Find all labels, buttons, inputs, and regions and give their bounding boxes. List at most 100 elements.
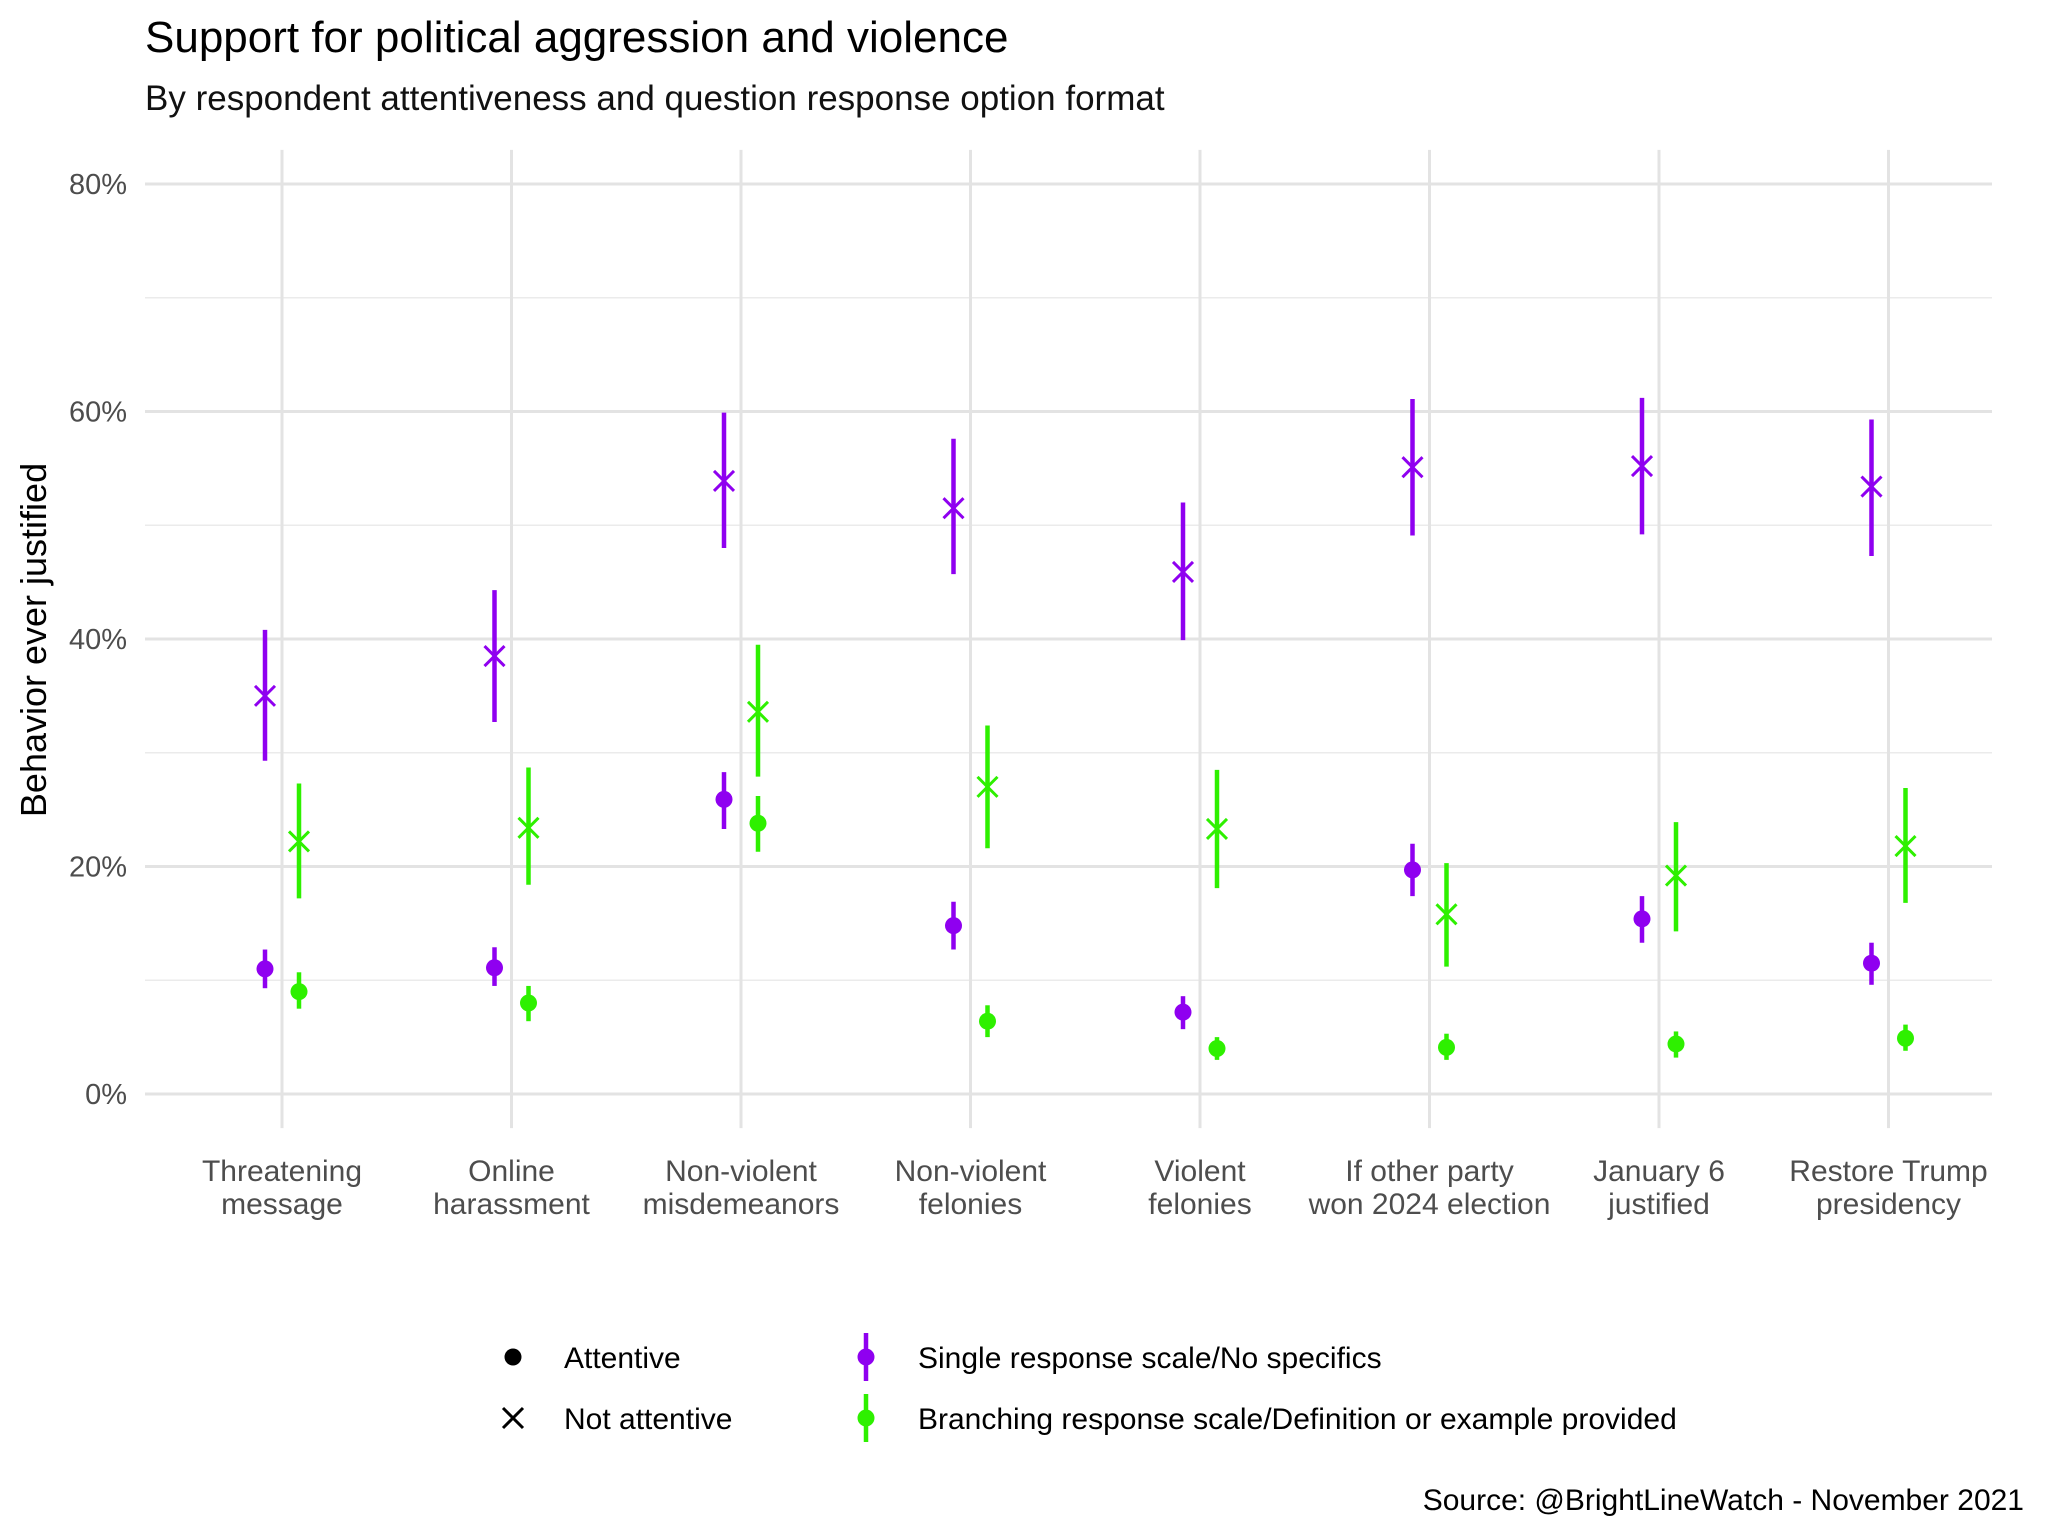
point-not-attentive: [1171, 560, 1195, 583]
data-point-group: [1205, 769, 1229, 889]
data-point-group: [1208, 1037, 1226, 1060]
point-attentive: [1438, 1038, 1455, 1056]
legend-key-attentive: [504, 1348, 522, 1366]
point-attentive: [1667, 1035, 1685, 1053]
x-tick-label: Non-violent: [665, 1155, 817, 1188]
data-point-group: [517, 767, 540, 885]
legend-label: Branching response scale/Definition or e…: [918, 1403, 1677, 1436]
point-attentive: [979, 1012, 996, 1030]
data-point-group: [253, 629, 277, 761]
data-point-group: [287, 783, 311, 899]
point-not-attentive: [1630, 455, 1654, 478]
x-tick-label: felonies: [919, 1188, 1022, 1221]
data-point-group: [942, 438, 965, 575]
point-attentive: [715, 790, 733, 808]
data-point-group: [290, 972, 308, 1009]
data-point-group: [945, 901, 962, 950]
point-not-attentive: [746, 700, 770, 723]
point-attentive: [1208, 1040, 1226, 1057]
data-point-group: [1664, 822, 1688, 932]
chart-title: Support for political aggression and vio…: [145, 13, 1008, 62]
point-attentive: [945, 917, 962, 935]
data-point-group: [1667, 1031, 1685, 1058]
point-not-attentive: [1894, 834, 1917, 858]
legend: Attentive Not attentive Single response sc…: [501, 1333, 1677, 1442]
legend-label: Not attentive: [564, 1403, 732, 1436]
point-attentive: [1174, 1003, 1192, 1021]
legend-key-dot: [857, 1409, 875, 1427]
chart-subtitle: By respondent attentiveness and question…: [145, 79, 1165, 118]
legend-label: Single response scale/No specifics: [918, 1342, 1382, 1375]
x-tick-label: January 6: [1593, 1155, 1725, 1188]
data-point-group: [1174, 996, 1192, 1030]
gridlines: [145, 149, 1992, 1129]
x-tick-label: If other party: [1345, 1155, 1513, 1188]
data-point-group: [520, 985, 537, 1022]
x-tick-label: felonies: [1148, 1188, 1251, 1221]
y-tick-label: 20%: [69, 852, 127, 884]
data-point-group: [486, 947, 503, 986]
point-attentive: [520, 994, 537, 1012]
data-point-group: [1435, 863, 1458, 967]
x-tick-label: Non-violent: [895, 1155, 1047, 1188]
point-attentive: [290, 983, 308, 1001]
point-not-attentive: [976, 775, 999, 798]
x-tick-label: harassment: [433, 1188, 590, 1221]
data-point-group: [976, 725, 999, 849]
y-tick-labels: 0% 20% 40% 60% 80%: [69, 169, 127, 1111]
x-tick-label: presidency: [1816, 1188, 1961, 1221]
point-not-attentive: [1860, 475, 1883, 498]
data-point-group: [715, 772, 733, 829]
x-tick-label: Online: [468, 1155, 555, 1188]
legend-key-not-attentive: [501, 1406, 525, 1430]
point-not-attentive: [253, 684, 277, 707]
point-not-attentive: [1435, 903, 1458, 926]
data-point-group: [1404, 843, 1421, 897]
y-axis-title: Behavior ever justified: [13, 463, 54, 817]
data-point-group: [712, 412, 736, 548]
point-attentive: [486, 959, 503, 977]
y-tick-label: 40%: [69, 624, 127, 656]
y-tick-label: 60%: [69, 397, 127, 429]
y-tick-label: 0%: [85, 1079, 127, 1111]
x-tick-label: message: [221, 1188, 343, 1221]
data-point-group: [1894, 788, 1917, 903]
x-tick-label: Threatening: [202, 1155, 362, 1188]
point-not-attentive: [1664, 864, 1688, 887]
point-not-attentive: [483, 645, 506, 668]
legend-label: Attentive: [564, 1342, 681, 1375]
point-attentive: [1633, 910, 1651, 928]
x-tick-label: misdemeanors: [643, 1188, 840, 1221]
point-not-attentive: [287, 830, 311, 853]
point-attentive: [256, 960, 274, 978]
source-note: Source: @BrightLineWatch - November 2021: [1423, 1484, 2024, 1517]
point-attentive: [1863, 954, 1880, 972]
data-point-group: [1863, 942, 1880, 985]
data-point-group: [746, 644, 770, 777]
data-point-group: [979, 1005, 996, 1038]
data-point-group: [1630, 397, 1654, 535]
data-point-group: [1897, 1024, 1914, 1051]
data-point-group: [1401, 398, 1424, 536]
point-attentive: [1897, 1029, 1914, 1047]
data-point-group: [1633, 896, 1651, 943]
data-point-group: [1860, 419, 1883, 556]
point-attentive: [749, 814, 767, 832]
point-not-attentive: [1401, 456, 1424, 479]
data-point-group: [1438, 1033, 1455, 1060]
x-tick-label: Violent: [1154, 1155, 1246, 1188]
x-tick-label: Restore Trump: [1789, 1155, 1987, 1188]
legend-key-dot: [857, 1348, 875, 1366]
y-tick-label: 80%: [69, 169, 127, 201]
point-not-attentive: [1205, 817, 1229, 841]
point-not-attentive: [517, 816, 540, 839]
data-point-group: [483, 590, 506, 723]
data-marks: [253, 397, 1917, 1060]
data-point-group: [749, 795, 767, 852]
data-point-group: [256, 949, 274, 989]
data-point-group: [1171, 502, 1195, 641]
point-not-attentive: [712, 469, 736, 492]
point-attentive: [1404, 861, 1421, 879]
